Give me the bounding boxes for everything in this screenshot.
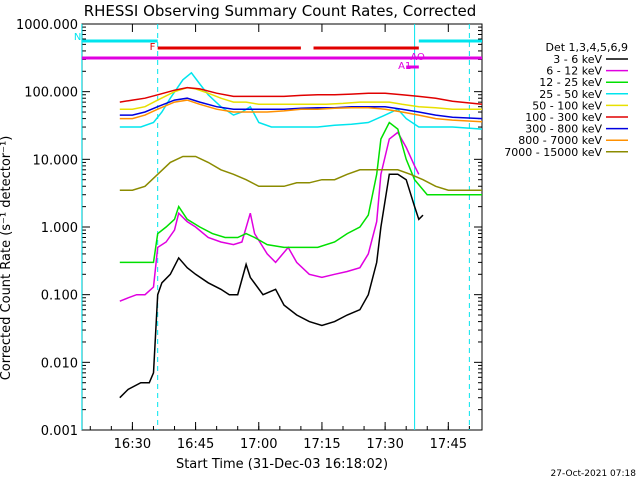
x-tick-label: 17:30 [366,437,403,452]
flag-bar [418,39,482,43]
x-tick-label: 16:45 [177,437,214,452]
flag-label: N [74,32,81,43]
y-tick-label: 0.010 [41,356,78,371]
flag-label: F [150,42,156,53]
legend-entry-label: 12 - 25 keV [539,76,602,89]
legend-entry-label: 3 - 6 keV [553,53,602,66]
series-line [119,86,483,106]
series-line [119,97,483,120]
y-tick-label: 1000.000 [16,18,78,33]
legend-entry-label: 100 - 300 keV [525,111,602,124]
flag-bar [81,39,158,43]
legend-entry-label: 7000 - 15000 keV [504,146,602,159]
x-tick-label: 17:45 [430,437,467,452]
x-tick-label: 17:00 [240,437,277,452]
y-tick-label: 0.001 [41,424,78,439]
series-line [119,155,482,191]
y-tick-label: 100.000 [24,86,78,101]
series-line [119,86,482,110]
legend-entry-label: 6 - 12 keV [546,65,602,78]
flag-bar [81,56,483,60]
legend-entry-label: 25 - 50 keV [539,88,602,101]
legend-entry-label: 50 - 100 keV [532,99,602,112]
legend-title: Det 1,3,4,5,6,9 [545,41,628,54]
x-tick-label: 16:30 [114,437,151,452]
y-tick-label: 1.000 [41,221,78,236]
x-axis-label: Start Time (31-Dec-03 16:18:02) [176,457,388,472]
footer-timestamp: 27-Oct-2021 07:18 [551,469,637,479]
flag-bar [313,46,419,50]
series-line [119,173,424,399]
y-tick-label: 10.000 [33,153,79,168]
series-line [119,121,482,264]
flag-bar [157,46,301,50]
chart-title: RHESSI Observing Summary Count Rates, Co… [84,2,477,20]
y-tick-label: 0.100 [41,289,78,304]
flag-bar [406,65,419,69]
series-line [119,131,420,302]
x-tick-label: 17:15 [303,437,340,452]
flag-label: A1 [398,61,411,72]
legend-entry-label: 300 - 800 keV [525,123,602,136]
legend-entry-label: 800 - 7000 keV [518,134,602,147]
plot-frame [81,23,483,431]
plot-area: 1000.000 100.000 10.000 1.000 0.100 0.010 0.00… [16,18,483,452]
series-line [119,99,483,123]
y-axis-label: Corrected Count Rate (s⁻¹ detector⁻¹) [0,136,14,381]
